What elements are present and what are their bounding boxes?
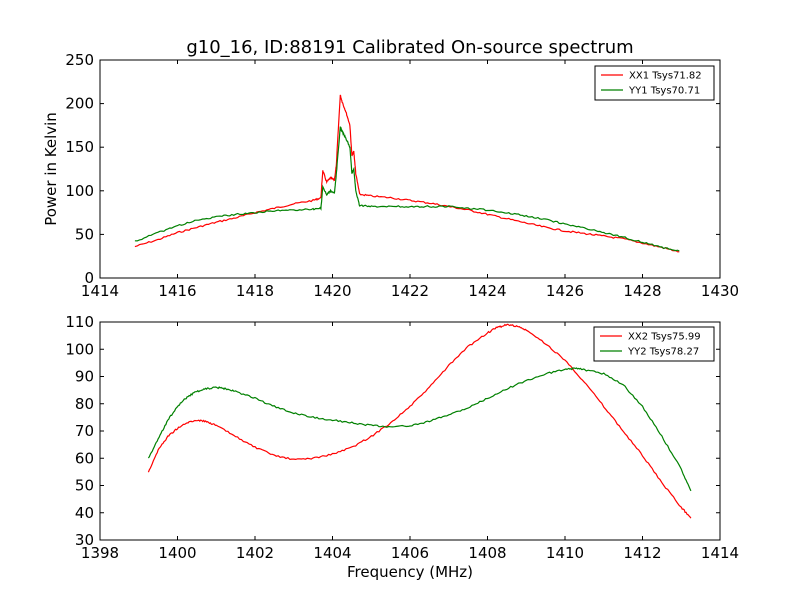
y-tick-label: 30 (75, 531, 94, 549)
series-line-1 (147, 323, 692, 519)
x-tick-label: 1400 (158, 544, 196, 562)
figure-title: g10_16, ID:88191 Calibrated On-source sp… (186, 37, 633, 58)
y-tick-label: 150 (65, 138, 94, 156)
y-tick-label: 90 (75, 368, 94, 386)
y-axis-title: Power in Kelvin (42, 112, 60, 226)
legend-label: XX1 Tsys71.82 (629, 71, 702, 82)
y-tick-label: 60 (75, 449, 94, 467)
x-tick-label: 1406 (391, 544, 429, 562)
legend: XX1 Tsys71.82 YY1 Tsys70.71 (594, 65, 715, 101)
y-tick-label: 40 (75, 504, 94, 522)
x-tick-label: 1410 (546, 544, 584, 562)
x-tick-label: 1414 (81, 282, 119, 300)
legend-label: YY2 Tsys78.27 (627, 347, 699, 358)
x-tick-label: 1408 (468, 544, 506, 562)
legend: XX2 Tsys75.99 YY2 Tsys78.27 (593, 326, 715, 362)
x-axis-title: Frequency (MHz) (347, 563, 473, 581)
x-tick-label: 1422 (391, 282, 429, 300)
x-tick-label: 1412 (623, 544, 661, 562)
x-tick-label: 1402 (236, 544, 274, 562)
legend-box (593, 326, 715, 362)
y-tick-label: 250 (65, 51, 94, 69)
y-tick-label: 50 (75, 477, 94, 495)
x-tick-label: 1426 (546, 282, 584, 300)
x-tick-label: 1424 (468, 282, 506, 300)
legend-label: XX2 Tsys75.99 (628, 332, 701, 343)
y-tick-label: 70 (75, 422, 94, 440)
series-line-1 (134, 94, 680, 253)
x-tick-label: 1418 (236, 282, 274, 300)
x-tick-label: 1430 (701, 282, 739, 300)
x-tick-label: 1416 (158, 282, 196, 300)
x-tick-label: 1398 (81, 544, 119, 562)
series-line-2 (134, 126, 680, 252)
top-spectrum-panel: 1414 1416 1418 1420 1422 1424 1426 1428 1430 0 50 1… (42, 51, 739, 300)
y-tick-label: 200 (65, 95, 94, 113)
series-line-2 (147, 367, 692, 492)
y-tick-label: 100 (65, 182, 94, 200)
y-tick-label: 110 (65, 313, 94, 331)
x-tick-label: 1420 (313, 282, 351, 300)
bottom-spectrum-panel: 1398 1400 1402 1404 1406 1408 1410 1412 1414 30 40… (65, 313, 739, 581)
y-tick-label: 80 (75, 395, 94, 413)
y-tick-label: 100 (65, 340, 94, 358)
x-tick-label: 1428 (623, 282, 661, 300)
x-tick-label: 1414 (701, 544, 739, 562)
legend-label: YY1 Tsys70.71 (628, 86, 700, 97)
legend-box (594, 65, 715, 101)
x-tick-label: 1404 (313, 544, 351, 562)
y-tick-label: 50 (75, 225, 94, 243)
y-tick-label: 0 (84, 269, 94, 287)
